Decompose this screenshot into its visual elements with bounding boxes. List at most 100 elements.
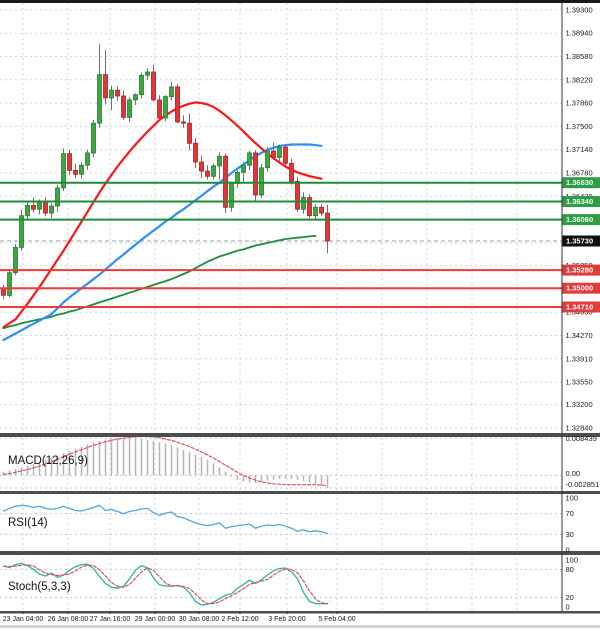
rsi-axis-label: 70 xyxy=(566,509,574,518)
macd-axis-label: 0.00 xyxy=(566,469,581,478)
time-tick-label: 29 Jan 00:00 xyxy=(135,616,176,623)
price-tick-label: 1.39300 xyxy=(566,5,593,14)
candle-body xyxy=(7,272,12,296)
price-tick-label: 1.37860 xyxy=(566,99,593,108)
stoch-axis-label: 80 xyxy=(566,565,574,574)
time-tick-label: 23 Jan 04:00 xyxy=(3,616,44,623)
panel-separator xyxy=(0,433,600,437)
time-tick-label: 2 Feb 12:00 xyxy=(221,616,258,623)
macd-axis-label: -0.002851 xyxy=(566,480,600,489)
time-tick-label: 27 Jan 16:00 xyxy=(90,616,131,623)
price-tick-label: 1.37140 xyxy=(566,145,593,154)
macd-axis-label: 0.008439 xyxy=(566,434,597,443)
price-badge-label: 1.35000 xyxy=(566,284,593,293)
candle-body xyxy=(73,169,78,175)
price-tick-label: 1.38580 xyxy=(566,52,593,61)
candle-body xyxy=(85,152,90,166)
rsi-panel[interactable] xyxy=(0,494,562,551)
bottom-strip xyxy=(0,625,600,628)
rsi-axis-label: 30 xyxy=(566,530,574,539)
time-tick-label: 26 Jan 08:00 xyxy=(48,616,89,623)
price-badge xyxy=(562,282,600,294)
macd-panel[interactable] xyxy=(0,437,562,491)
candle-body xyxy=(109,89,114,99)
candle-body xyxy=(139,74,144,96)
macd-signal-line xyxy=(2,435,329,487)
price-badge-label: 1.35730 xyxy=(566,236,593,245)
price-tick-label: 1.33200 xyxy=(566,400,593,409)
stoch-k-line xyxy=(2,562,329,606)
price-tick-label: 1.36780 xyxy=(566,169,593,178)
candle-body xyxy=(19,215,24,248)
price-badge-label: 1.36340 xyxy=(566,197,593,206)
stoch-d-line xyxy=(2,564,329,605)
panel-separator xyxy=(0,611,600,614)
price-tick-label: 1.32840 xyxy=(566,424,593,433)
stoch-axis-label: 100 xyxy=(566,556,579,565)
candle-body xyxy=(295,180,300,210)
candle-body xyxy=(283,146,288,164)
stoch-axis-label: 20 xyxy=(566,593,574,602)
main-price-panel[interactable] xyxy=(0,3,562,433)
candle-body xyxy=(55,187,60,207)
candle-body xyxy=(313,206,318,217)
rsi-axis-label: 0 xyxy=(566,546,570,555)
candle-body xyxy=(187,122,192,144)
candle-body xyxy=(199,161,204,172)
candle-body xyxy=(175,86,180,123)
price-badge-label: 1.34710 xyxy=(566,302,593,311)
candle-body xyxy=(97,74,102,124)
candle-body xyxy=(91,122,96,154)
stoch-axis-label: 0 xyxy=(566,603,570,612)
panel-separator xyxy=(0,551,600,555)
price-tick-label: 1.37500 xyxy=(566,122,593,131)
candle-body xyxy=(271,150,276,158)
candle-body xyxy=(49,205,54,214)
time-tick-label: 3 Feb 20:00 xyxy=(268,616,305,623)
candle-body xyxy=(151,71,156,101)
price-badge xyxy=(562,177,600,189)
candle-body xyxy=(115,89,120,97)
candle-body xyxy=(163,96,168,119)
candle-body xyxy=(13,246,18,273)
price-badge xyxy=(562,264,600,276)
candle-body xyxy=(133,94,138,101)
price-badge-label: 1.36630 xyxy=(566,178,593,187)
candle-body xyxy=(193,142,198,163)
candle-body xyxy=(301,197,306,210)
price-badge xyxy=(562,196,600,207)
candle-body xyxy=(277,146,282,158)
ma-green-line xyxy=(2,234,317,330)
time-tick-label: 30 Jan 08:00 xyxy=(179,616,220,623)
candle-body xyxy=(169,86,174,98)
candle-body xyxy=(253,152,258,196)
rsi-line xyxy=(2,504,329,535)
time-axis[interactable] xyxy=(0,613,562,628)
candle-body xyxy=(67,153,72,171)
candle-body xyxy=(265,150,270,169)
price-tick-label: 1.38940 xyxy=(566,29,593,38)
panel-separator xyxy=(0,491,600,494)
rsi-label: RSI(14) xyxy=(8,517,48,529)
candle-body xyxy=(25,204,30,217)
price-tick-label: 1.38220 xyxy=(566,75,593,84)
candle-body xyxy=(217,155,222,167)
price-axis[interactable] xyxy=(562,3,600,611)
price-badge xyxy=(562,214,600,226)
candle-body xyxy=(247,152,252,166)
price-badge xyxy=(562,235,600,247)
time-tick-label: 5 Feb 04:00 xyxy=(318,616,355,623)
candle-body xyxy=(127,99,132,118)
candle-body xyxy=(307,197,312,217)
stoch-label: Stoch(5,3,3) xyxy=(8,581,71,593)
stoch-panel[interactable] xyxy=(0,555,562,611)
candle-body xyxy=(259,167,264,196)
candle-body xyxy=(157,99,162,119)
price-tick-label: 1.34270 xyxy=(566,331,593,340)
candle-body xyxy=(319,206,324,214)
candle-body xyxy=(325,212,330,242)
candle-body xyxy=(31,204,36,210)
candle-body xyxy=(181,121,186,124)
